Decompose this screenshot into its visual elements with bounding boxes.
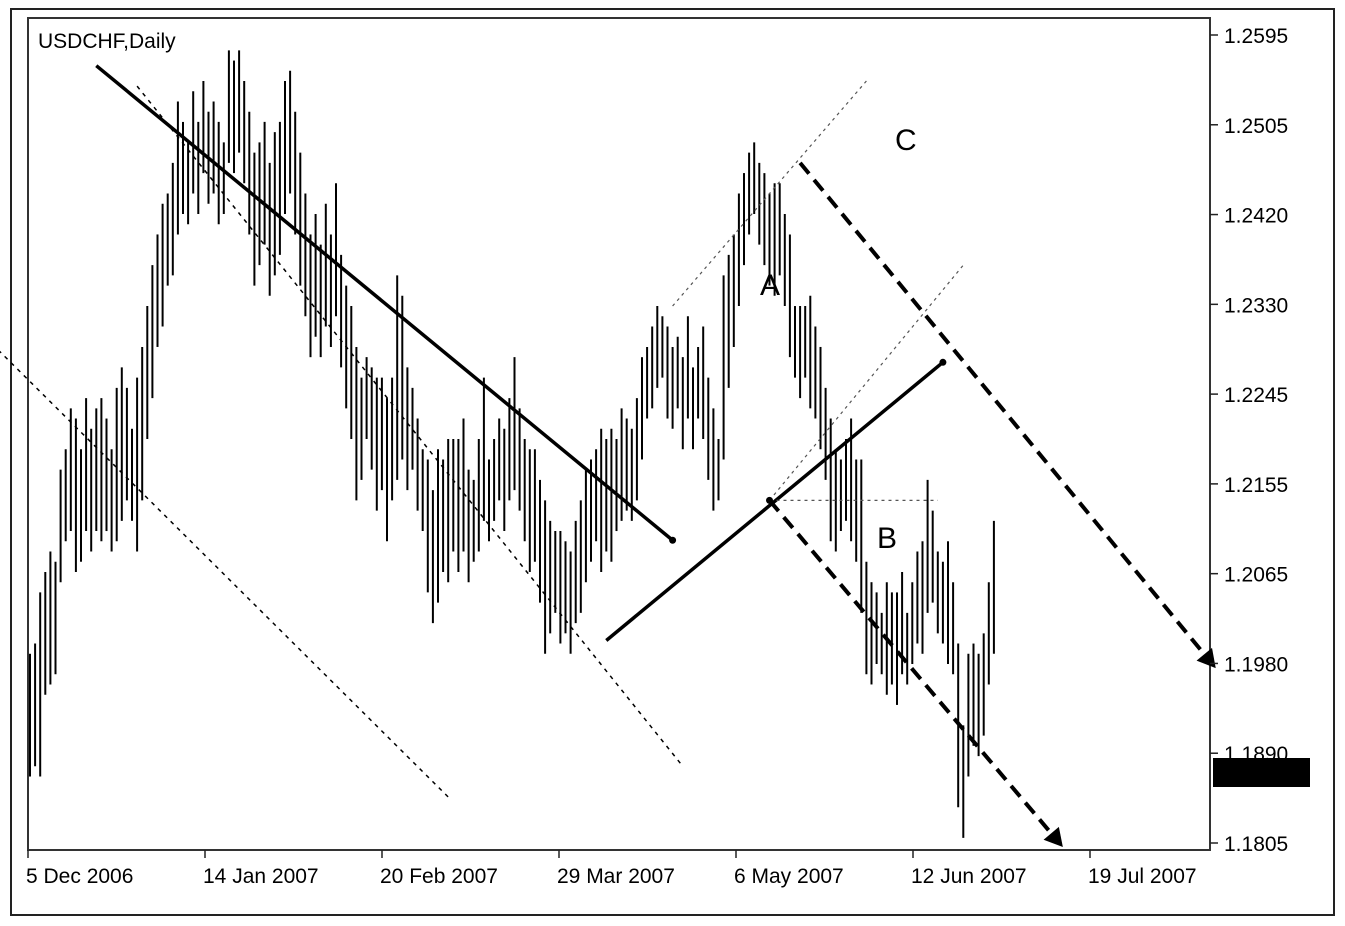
point-label-b: B bbox=[877, 522, 897, 555]
x-tick-label: 20 Feb 2007 bbox=[380, 865, 498, 888]
y-tick-label: 1.1980 bbox=[1224, 653, 1288, 676]
pivot-marker bbox=[939, 358, 947, 366]
chart-title: USDCHF,Daily bbox=[38, 30, 176, 53]
x-tick-label: 14 Jan 2007 bbox=[203, 865, 319, 888]
point-label-c: C bbox=[895, 124, 917, 157]
trend-line bbox=[95, 64, 674, 542]
trend-line bbox=[0, 350, 449, 798]
y-tick-label: 1.2595 bbox=[1224, 25, 1288, 48]
pivot-marker bbox=[766, 496, 773, 504]
y-tick-label: 1.2245 bbox=[1224, 384, 1288, 407]
current-price-label: 1.1872 bbox=[1221, 762, 1285, 785]
y-tick-label: 1.2330 bbox=[1224, 294, 1288, 317]
plot-border bbox=[27, 17, 1211, 851]
trend-line bbox=[769, 264, 964, 501]
y-tick-label: 1.2420 bbox=[1224, 205, 1288, 228]
current-price-box bbox=[1213, 758, 1310, 787]
price-bars bbox=[29, 50, 995, 838]
x-tick-label: 6 May 2007 bbox=[734, 865, 844, 888]
trend-line bbox=[672, 80, 867, 307]
trend-line bbox=[798, 161, 1210, 661]
x-tick-label: 29 Mar 2007 bbox=[557, 865, 675, 888]
pivot-marker bbox=[669, 536, 677, 544]
x-tick-label: 12 Jun 2007 bbox=[911, 865, 1027, 888]
trend-line bbox=[136, 85, 684, 767]
point-label-a: A bbox=[760, 269, 780, 302]
trend-line bbox=[767, 499, 1057, 840]
trend-line bbox=[605, 360, 945, 642]
plot-area bbox=[27, 17, 1211, 851]
y-tick-label: 1.2065 bbox=[1224, 564, 1288, 587]
axes: 1.2595 1.2505 1.2420 1.2330 1.2245 1.2155 1.20… bbox=[26, 25, 1288, 888]
trend-arrowhead bbox=[1196, 647, 1216, 669]
x-tick-label: 5 Dec 2006 bbox=[26, 865, 133, 888]
chart-frame bbox=[10, 8, 1335, 916]
x-tick-label: 19 Jul 2007 bbox=[1088, 865, 1197, 888]
trend-lines bbox=[0, 64, 1216, 848]
y-tick-label: 1.1805 bbox=[1224, 833, 1288, 856]
trend-arrowhead bbox=[1043, 826, 1063, 848]
y-tick-label: 1.2155 bbox=[1224, 474, 1288, 497]
y-tick-label: 1.2505 bbox=[1224, 115, 1288, 138]
